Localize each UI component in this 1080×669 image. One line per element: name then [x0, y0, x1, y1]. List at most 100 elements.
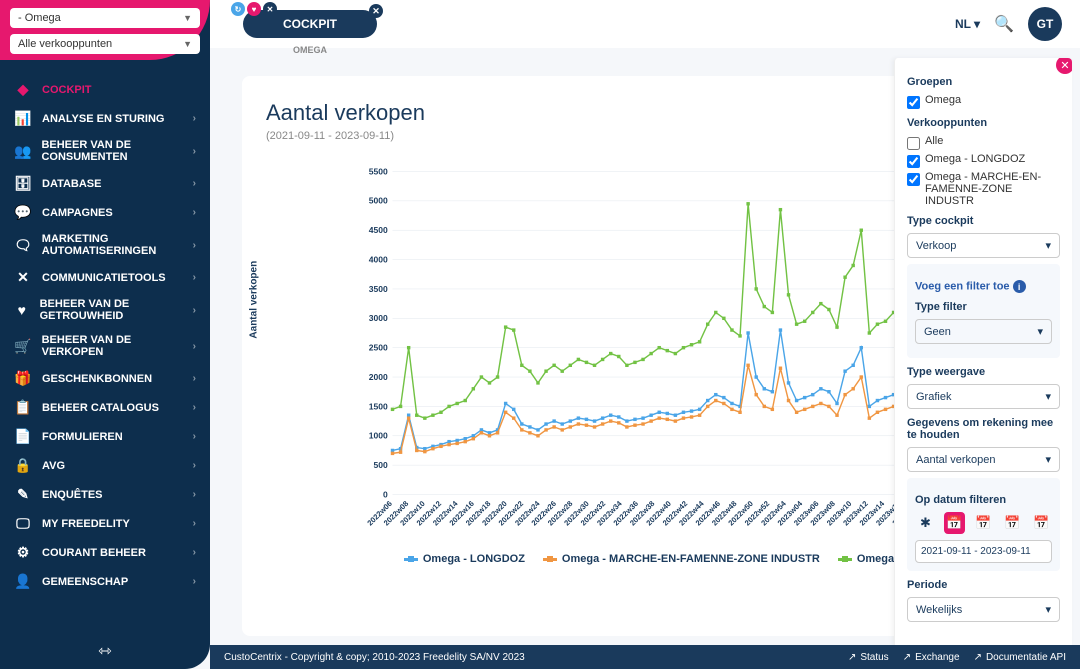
nav-item[interactable]: 📋BEHEER CATALOGUS› [0, 393, 210, 422]
type-heading: Type cockpit [907, 215, 1060, 227]
chevron-right-icon: › [193, 146, 196, 157]
exchange-link[interactable]: ↗ Exchange [903, 652, 960, 663]
footer: CustoCentrix - Copyright & copy; 2010-20… [210, 645, 1080, 669]
svg-text:5500: 5500 [369, 166, 388, 176]
stores-label: Alle verkooppunten [18, 38, 112, 50]
nav-icon: 👥 [14, 143, 31, 160]
date-mode-icons: ✱ 📅 📅 📅 📅 [915, 512, 1052, 534]
nav-item[interactable]: 👤GEMEENSCHAP› [0, 567, 210, 596]
nav-item[interactable]: ✎ENQUÊTES› [0, 480, 210, 509]
filter-add-heading: Voeg een filter toe i [915, 280, 1052, 293]
period-select[interactable]: Wekelijks▾ [907, 597, 1060, 622]
nav-item[interactable]: 📊ANALYSE EN STURING› [0, 104, 210, 133]
nav-item[interactable]: 🛒 BEHEER VAN DE VERKOPEN› [0, 328, 210, 364]
chevron-right-icon: › [193, 240, 196, 251]
topbar: ↻ ♥ ✕ COCKPIT ✕ OMEGA NL ▾ 🔍 GT [210, 0, 1080, 48]
svg-text:4500: 4500 [369, 225, 388, 235]
search-icon[interactable]: 🔍 [994, 14, 1014, 34]
data-select[interactable]: Aantal verkopen▾ [907, 447, 1060, 472]
date-calendar3-icon[interactable]: 📅 [1002, 512, 1023, 534]
nav-label: ENQUÊTES [42, 489, 103, 501]
legend-item[interactable]: Omega - LONGDOZ [404, 553, 525, 565]
heart-icon[interactable]: ♥ [247, 2, 261, 16]
caret-icon: ▾ [1037, 325, 1043, 338]
legend-label: Omega - MARCHE-EN-FAMENNE-ZONE INDUSTR [562, 553, 820, 565]
nav-item[interactable]: 🖵MY FREEDELITY› [0, 509, 210, 538]
nav-item[interactable]: ⚙COURANT BEHEER› [0, 538, 210, 567]
chevron-right-icon: › [193, 460, 196, 471]
svg-text:500: 500 [373, 460, 388, 470]
active-tab[interactable]: ↻ ♥ ✕ COCKPIT ✕ OMEGA [243, 10, 377, 38]
legend-swatch [543, 558, 557, 561]
nav-item[interactable]: 💬CAMPAGNES› [0, 198, 210, 227]
date-asterisk-icon[interactable]: ✱ [915, 512, 936, 534]
legend-item[interactable]: Omega [838, 553, 894, 565]
nav-icon: 📄 [14, 428, 32, 445]
date-range-input[interactable]: 2021-09-11 - 2023-09-11 [915, 540, 1052, 563]
nav-icon: 🖵 [14, 515, 32, 532]
status-link[interactable]: ↗ Status [848, 652, 889, 663]
legend-label: Omega [857, 553, 894, 565]
nav-label: ANALYSE EN STURING [42, 113, 164, 125]
nav-label: BEHEER VAN DE VERKOPEN [42, 334, 193, 358]
nav-item[interactable]: ◆COCKPIT [0, 75, 210, 104]
group-checkbox[interactable]: Omega [907, 94, 1060, 109]
display-heading: Type weergave [907, 366, 1060, 378]
store-checkbox[interactable]: Omega - MARCHE-EN-FAMENNE-ZONE INDUSTR [907, 171, 1060, 207]
topbar-right: NL ▾ 🔍 GT [955, 7, 1062, 41]
legend-item[interactable]: Omega - MARCHE-EN-FAMENNE-ZONE INDUSTR [543, 553, 820, 565]
nav-label: AVG [42, 460, 65, 472]
brand-label: - Omega [18, 12, 61, 24]
refresh-icon[interactable]: ↻ [231, 2, 245, 16]
svg-text:4000: 4000 [369, 254, 388, 264]
store-all-checkbox[interactable]: Alle [907, 135, 1060, 150]
type-select[interactable]: Verkoop▾ [907, 233, 1060, 258]
sidebar-collapse-icon[interactable]: ⇿ [0, 641, 210, 661]
svg-text:2000: 2000 [369, 372, 388, 382]
nav-label: FORMULIEREN [42, 431, 123, 443]
nav-item[interactable]: 🎁GESCHENKBONNEN› [0, 364, 210, 393]
nav-item[interactable]: 👥BEHEER VAN DE CONSUMENTEN› [0, 133, 210, 169]
chevron-right-icon: › [193, 272, 196, 283]
close-icon[interactable]: ✕ [263, 2, 277, 16]
nav-item[interactable]: 🗨MARKETING AUTOMATISERINGEN› [0, 227, 210, 263]
nav-item[interactable]: 🗄DATABASE› [0, 169, 210, 198]
language-selector[interactable]: NL ▾ [955, 17, 980, 31]
display-select[interactable]: Grafiek▾ [907, 384, 1060, 409]
filter-type-select[interactable]: Geen▾ [915, 319, 1052, 344]
data-heading: Gegevens om rekening mee te houden [907, 417, 1060, 441]
chevron-right-icon: › [193, 178, 196, 189]
stores-dropdown[interactable]: Alle verkooppunten▼ [10, 34, 200, 54]
brand-dropdown[interactable]: - Omega▼ [10, 8, 200, 28]
nav-icon: 🛒 [14, 338, 32, 355]
nav-label: COCKPIT [42, 84, 92, 96]
date-calendar4-icon[interactable]: 📅 [1031, 512, 1052, 534]
legend-swatch [838, 558, 852, 561]
close-panel-icon[interactable]: ✕ [1056, 58, 1072, 74]
nav-item[interactable]: 📄FORMULIEREN› [0, 422, 210, 451]
svg-text:1000: 1000 [369, 431, 388, 441]
nav-item[interactable]: ✕COMMUNICATIETOOLS› [0, 263, 210, 292]
groups-heading: Groepen [907, 76, 1060, 88]
avatar[interactable]: GT [1028, 7, 1062, 41]
store-checkbox[interactable]: Omega - LONGDOZ [907, 153, 1060, 168]
caret-icon: ▾ [1045, 603, 1051, 616]
svg-text:0: 0 [383, 489, 388, 499]
date-heading: Op datum filteren [915, 494, 1052, 506]
svg-text:5000: 5000 [369, 196, 388, 206]
date-calendar2-icon[interactable]: 📅 [973, 512, 994, 534]
tab-label: COCKPIT [283, 17, 337, 31]
chevron-right-icon: › [193, 402, 196, 413]
info-icon[interactable]: i [1013, 280, 1026, 293]
chevron-right-icon: › [193, 576, 196, 587]
date-calendar-icon[interactable]: 📅 [944, 512, 965, 534]
svg-text:3500: 3500 [369, 284, 388, 294]
docs-link[interactable]: ↗ Documentatie API [974, 652, 1066, 663]
chevron-right-icon: › [193, 373, 196, 384]
tab-close-icon[interactable]: ✕ [369, 4, 383, 18]
nav-icon: 📊 [14, 110, 32, 127]
nav-item[interactable]: 🔒AVG› [0, 451, 210, 480]
chevron-right-icon: › [193, 341, 196, 352]
chevron-right-icon: › [193, 207, 196, 218]
nav-item[interactable]: ♥BEHEER VAN DE GETROUWHEID› [0, 292, 210, 328]
